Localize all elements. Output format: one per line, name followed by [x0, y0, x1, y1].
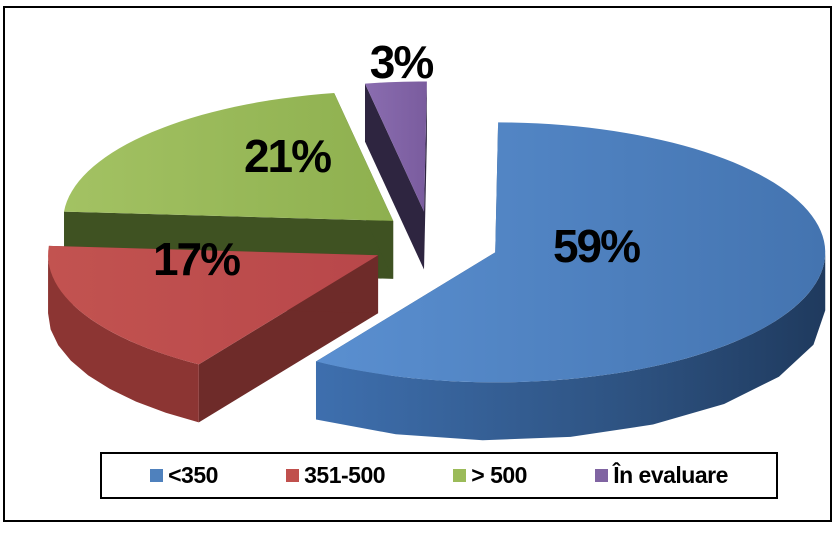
legend-entry-2: > 500 [453, 462, 527, 489]
data-label-1: 17% [153, 233, 240, 285]
legend: <350 351-500 > 500 În evaluare [100, 452, 778, 499]
pie-data-labels: 59% 17%21% 3% [153, 36, 642, 285]
pie-slices [48, 81, 826, 441]
pie-slice-cut-face-3-0 [364, 83, 425, 270]
data-label-2: 21% [244, 130, 331, 182]
legend-label-1: 351-500 [304, 462, 386, 488]
legend-swatch-0 [150, 469, 164, 482]
legend-swatch-3 [595, 469, 609, 482]
legend-entry-1: 351-500 [286, 462, 386, 489]
legend-label-3: În evaluare [613, 462, 728, 488]
pie-slice-1 [48, 245, 379, 365]
data-label-3: 3% [370, 36, 434, 88]
pie-slice-side-0 [315, 252, 826, 441]
legend-swatch-2 [453, 469, 467, 482]
data-label-0: 59% [553, 220, 640, 272]
pie-slice-3 [365, 81, 427, 212]
pie-slice-0 [315, 122, 826, 383]
pie-slice-side-1 [48, 255, 199, 423]
legend-swatch-1 [286, 469, 300, 482]
legend-entry-0: <350 [150, 462, 218, 489]
legend-entry-3: În evaluare [595, 462, 728, 489]
legend-label-2: > 500 [471, 462, 527, 488]
pie-slice-cut-face-3-1 [424, 81, 427, 270]
pie-slice-2 [64, 92, 394, 221]
legend-label-0: <350 [168, 462, 218, 488]
